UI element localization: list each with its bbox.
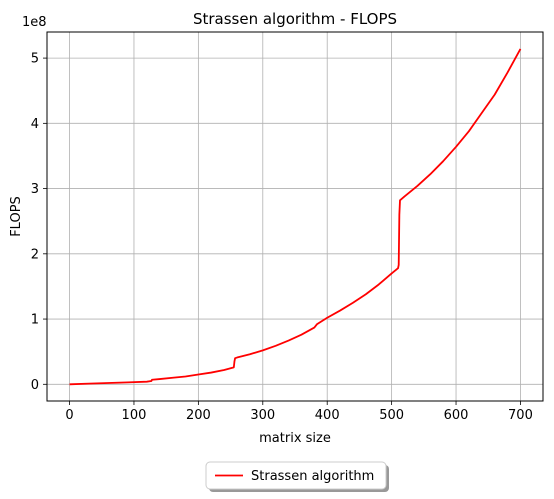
legend-box	[205, 461, 387, 490]
x-tick-label: 700	[508, 408, 533, 423]
x-tick-label: 500	[379, 408, 404, 423]
x-tick-label: 400	[315, 408, 340, 423]
y-tick-label: 1	[31, 313, 39, 328]
y-tick-label: 4	[31, 117, 39, 132]
y-tick-label: 3	[31, 182, 39, 197]
series-line-strassen	[69, 48, 522, 386]
chart-title: Strassen algorithm - FLOPS	[193, 10, 397, 28]
x-tick-label: 100	[122, 408, 147, 423]
series-layer	[69, 48, 522, 386]
x-axis-label: matrix size	[259, 431, 331, 446]
y-axis-label: FLOPS	[9, 196, 24, 237]
y-tick-label: 0	[31, 378, 39, 393]
grid-lines	[47, 32, 543, 401]
y-tick-label: 2	[31, 247, 39, 262]
x-tick-label: 0	[65, 408, 73, 423]
y-axis-ticks: 0 1 2 3 4 5	[31, 52, 47, 393]
plot-frame	[46, 31, 544, 402]
x-tick-label: 200	[186, 408, 211, 423]
legend: Strassen algorithm	[205, 461, 389, 492]
x-tick-label: 600	[444, 408, 469, 423]
x-axis-ticks: 0 100 200 300 400 500 600 700	[65, 401, 533, 423]
legend-entry-label: Strassen algorithm	[251, 469, 374, 484]
y-axis-offset-label: 1e8	[22, 15, 47, 30]
y-tick-label: 5	[31, 52, 39, 67]
x-tick-label: 300	[250, 408, 275, 423]
